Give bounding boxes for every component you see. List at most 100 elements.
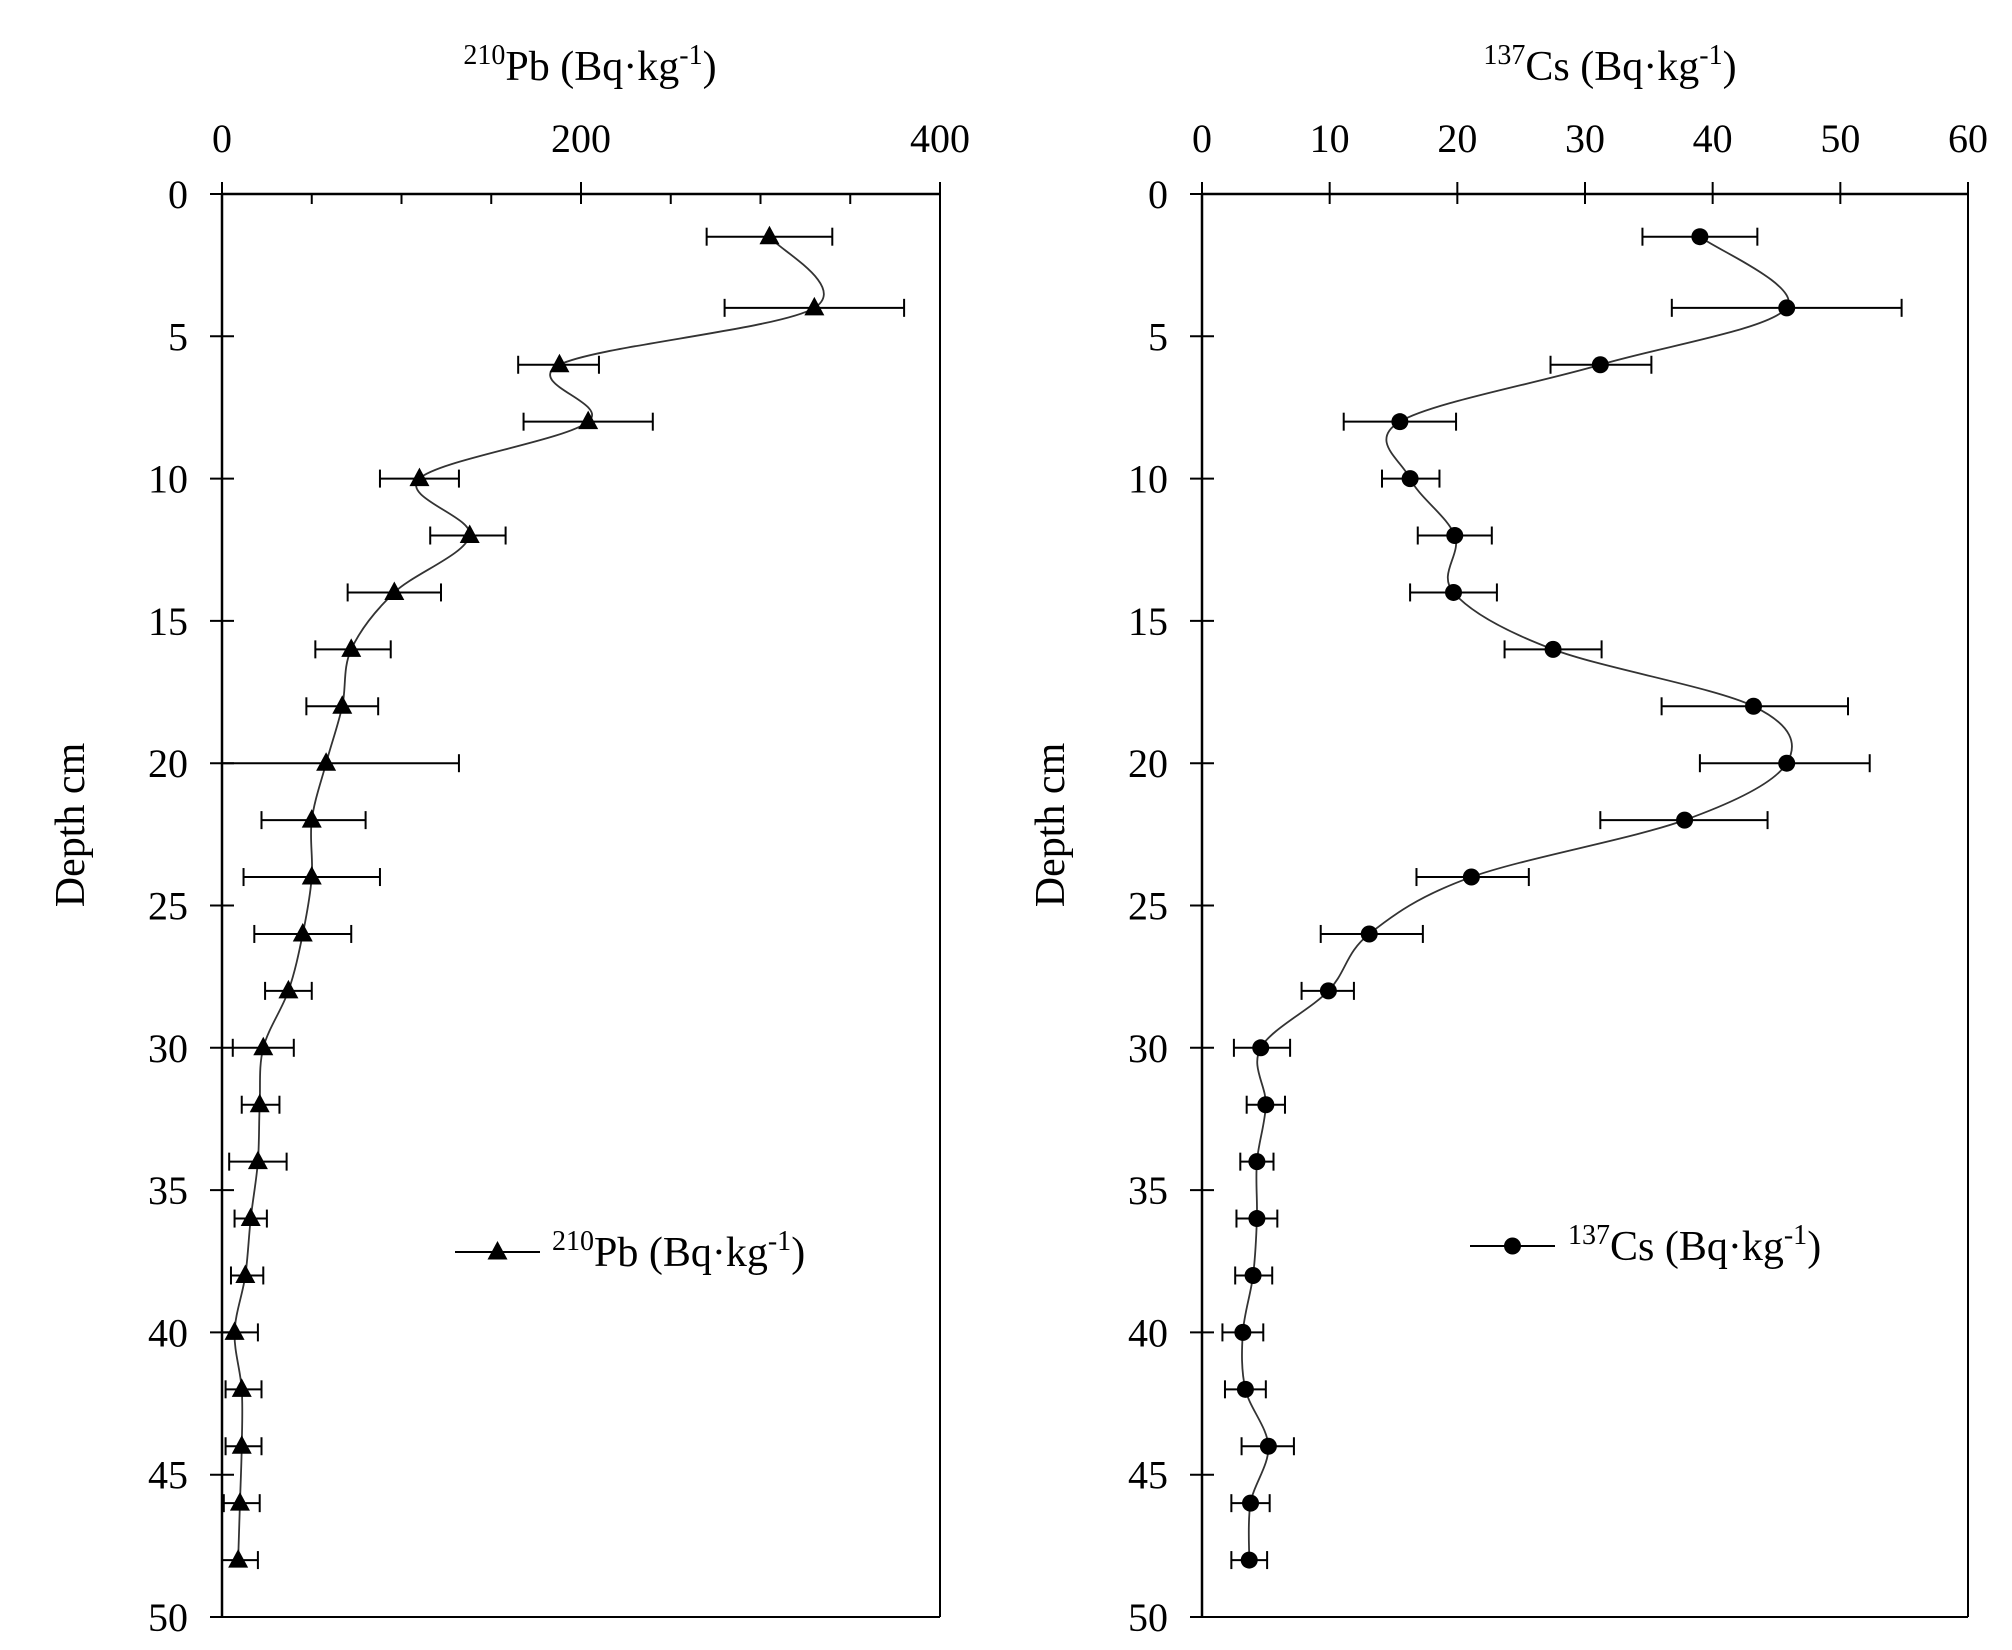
data-point — [235, 1264, 256, 1283]
data-point — [231, 1435, 252, 1454]
data-point — [224, 1321, 245, 1340]
data-point — [1234, 1323, 1252, 1341]
y-tick-label: 20 — [148, 741, 188, 786]
legend-label: 210Pb (Bq·kg-1) — [552, 1226, 805, 1276]
data-point — [1391, 413, 1409, 431]
data-point — [1244, 1266, 1262, 1284]
panel-pb210: 0 200 400 0 5 10 15 20 25 30 35 40 45 50 210Pb (Bq·kg-… — [48, 40, 970, 1640]
x-tick-label: 60 — [1948, 116, 1988, 161]
data-point — [228, 1549, 249, 1568]
data-point — [1544, 640, 1562, 658]
y-tick-label: 40 — [1128, 1310, 1168, 1355]
data-point — [231, 1378, 252, 1397]
data-point — [1745, 697, 1763, 715]
x-axis-title-exp: -1 — [1699, 40, 1722, 71]
data-point — [1252, 1039, 1270, 1057]
y-tick-label: 15 — [1128, 599, 1168, 644]
data-point — [1778, 299, 1796, 317]
data-point — [301, 866, 322, 885]
data-point — [1676, 811, 1694, 829]
series-line — [1241, 235, 1793, 1561]
legend-marker — [487, 1241, 508, 1260]
data-point — [1242, 1494, 1260, 1512]
x-tick-label: 400 — [910, 116, 970, 161]
y-tick-label: 45 — [148, 1453, 188, 1498]
y-tick-label: 45 — [1128, 1453, 1168, 1498]
data-point — [1445, 583, 1463, 601]
y-tick-label: 25 — [148, 884, 188, 929]
data-point — [229, 1492, 250, 1511]
x-axis-title-mass: 210 — [463, 40, 505, 71]
data-point — [384, 581, 405, 600]
data-point — [1401, 470, 1419, 488]
data-point — [1319, 982, 1337, 1000]
data-point — [804, 296, 825, 316]
x-tick-label: 50 — [1820, 116, 1860, 161]
data-point — [549, 353, 570, 373]
data-point — [292, 922, 313, 942]
x-axis-title-isotope: Cs (Bq·kg — [1525, 44, 1699, 90]
legend-label: 137Cs (Bq·kg-1) — [1568, 1220, 1821, 1270]
x-tick-label: 30 — [1565, 116, 1605, 161]
y-tick-label: 5 — [168, 314, 188, 359]
data-point — [341, 638, 362, 657]
x-tick-label: 200 — [551, 116, 611, 161]
data-point — [1360, 925, 1378, 943]
data-point — [1248, 1210, 1266, 1228]
y-tick-label: 15 — [148, 599, 188, 644]
data-point — [1259, 1437, 1277, 1455]
data-point — [247, 1150, 268, 1170]
data-point — [759, 225, 780, 245]
data-point — [1257, 1096, 1275, 1114]
x-axis-title-close: ) — [703, 44, 717, 90]
legend-marker — [1504, 1237, 1521, 1255]
data-point — [249, 1093, 270, 1113]
x-axis-title-close: ) — [1723, 44, 1737, 90]
x-axis-title-isotope: Pb (Bq·kg — [505, 44, 679, 90]
y-tick-label: 10 — [148, 457, 188, 502]
data-point — [1691, 228, 1709, 246]
y-tick-label: 5 — [1148, 314, 1168, 359]
x-axis-title-mass: 137 — [1483, 40, 1525, 71]
x-axis-title: 137Cs (Bq·kg-1) — [1483, 40, 1736, 90]
data-point — [578, 410, 599, 430]
y-tick-label: 25 — [1128, 884, 1168, 929]
y-tick-label: 40 — [148, 1310, 188, 1355]
y-tick-label: 30 — [148, 1026, 188, 1071]
y-tick-label: 50 — [148, 1595, 188, 1640]
x-axis-title-exp: -1 — [679, 40, 702, 71]
y-tick-label: 10 — [1128, 457, 1168, 502]
series-line — [233, 236, 825, 1561]
data-point — [1446, 527, 1464, 545]
data-point — [301, 809, 322, 828]
data-point — [1240, 1551, 1258, 1569]
y-tick-label: 0 — [168, 172, 188, 217]
data-point — [1462, 868, 1480, 886]
data-point — [459, 524, 480, 544]
data-point — [1778, 754, 1796, 772]
data-point — [1236, 1380, 1254, 1398]
y-tick-label: 35 — [1128, 1168, 1168, 1213]
x-tick-label: 0 — [212, 116, 232, 161]
data-point — [316, 752, 337, 771]
data-point — [253, 1036, 274, 1056]
x-tick-label: 40 — [1693, 116, 1733, 161]
data-point — [1248, 1153, 1266, 1171]
x-axis-title: 210Pb (Bq·kg-1) — [463, 40, 716, 90]
y-tick-label: 0 — [1148, 172, 1168, 217]
data-point — [278, 979, 299, 999]
x-tick-label: 20 — [1437, 116, 1477, 161]
y-axis-title: Depth cm — [48, 742, 94, 907]
y-tick-label: 35 — [148, 1168, 188, 1213]
x-tick-label: 10 — [1310, 116, 1350, 161]
y-axis-title: Depth cm — [1028, 742, 1074, 907]
data-point — [332, 695, 353, 714]
data-point — [409, 467, 430, 487]
y-tick-label: 50 — [1128, 1595, 1168, 1640]
x-tick-label: 0 — [1192, 116, 1212, 161]
data-point — [240, 1207, 261, 1227]
y-tick-label: 30 — [1128, 1026, 1168, 1071]
panel-cs137: 0 10 20 30 40 50 60 0 5 10 15 20 25 30 35 40 45 50 137Cs (… — [1028, 40, 1988, 1640]
data-point — [1591, 356, 1609, 374]
